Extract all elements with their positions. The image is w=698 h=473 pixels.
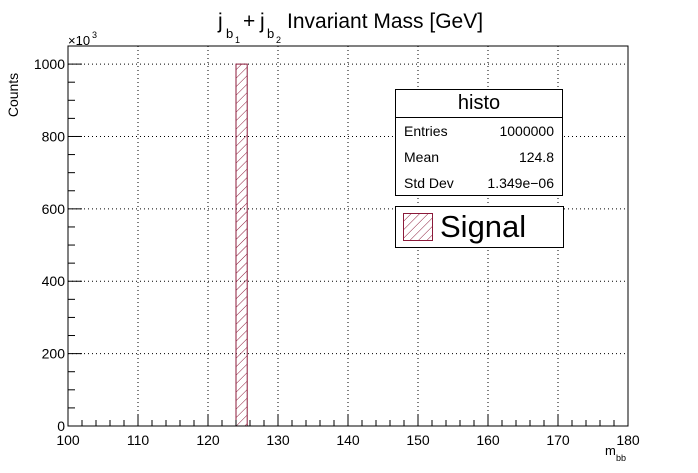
y-tick-label-0: 0 [57, 418, 65, 434]
title-sub-1: 1 [235, 35, 240, 45]
title-plus: + [243, 10, 255, 33]
title-sub-b-2: b [267, 26, 274, 41]
chart-title: j b 1 + j b 2 Invariant Mass [GeV] [217, 10, 483, 48]
x-tick-label-170: 170 [546, 432, 570, 448]
axes [67, 45, 629, 427]
x-axis-label: m bb [605, 443, 626, 463]
stats-label-mean: Mean [404, 149, 440, 165]
x-tick-label-160: 160 [476, 432, 500, 448]
stats-label-entries: Entries [404, 123, 448, 139]
stats-value-mean: 124.8 [518, 149, 554, 165]
stats-row-entries: Entries 1000000 [396, 118, 562, 144]
stats-row-stddev: Std Dev 1.349e−06 [396, 170, 562, 196]
y-tick-label-600: 600 [42, 201, 66, 217]
tick-labels: 100 110 120 130 140 150 160 170 180 0 200 400 600 800… [34, 56, 640, 448]
title-sub-b-1: b [226, 26, 233, 41]
histogram-bar-0 [235, 63, 248, 427]
x-tick-label-110: 110 [127, 432, 150, 448]
grid [68, 46, 628, 426]
y-tick-label-400: 400 [42, 273, 66, 289]
x-axis-label-main: m [605, 443, 616, 458]
x-tick-label-100: 100 [56, 432, 80, 448]
legend-label-signal: Signal [440, 209, 527, 244]
stats-title: histo [396, 90, 562, 118]
stats-box: histo Entries 1000000 Mean 124.8 Std Dev… [395, 89, 563, 196]
x-tick-label-180: 180 [616, 432, 640, 448]
y-multiplier-base: ×10 [68, 33, 90, 48]
x-axis-label-sub: bb [616, 453, 626, 463]
stats-value-entries: 1000000 [499, 123, 554, 139]
legend: Signal [395, 206, 564, 248]
y-axis-label: Counts [5, 73, 21, 117]
stats-row-mean: Mean 124.8 [396, 144, 562, 170]
stats-label-stddev: Std Dev [404, 175, 454, 191]
title-text: Invariant Mass [GeV] [287, 10, 483, 33]
x-tick-label-150: 150 [406, 432, 430, 448]
stats-value-stddev: 1.349e−06 [487, 175, 554, 191]
x-tick-label-140: 140 [336, 432, 360, 448]
legend-swatch-signal [403, 213, 433, 241]
y-tick-label-1000: 1000 [34, 56, 65, 72]
bars [235, 63, 248, 427]
x-tick-label-120: 120 [196, 432, 220, 448]
y-tick-label-800: 800 [42, 128, 66, 144]
x-tick-label-130: 130 [266, 432, 290, 448]
title-sub-2: 2 [276, 35, 281, 45]
y-multiplier-exp: 3 [92, 30, 97, 40]
title-jet-1: j [217, 10, 223, 33]
y-multiplier: ×10 3 [68, 30, 97, 48]
title-jet-2: j [259, 10, 265, 33]
y-tick-label-200: 200 [42, 346, 66, 362]
